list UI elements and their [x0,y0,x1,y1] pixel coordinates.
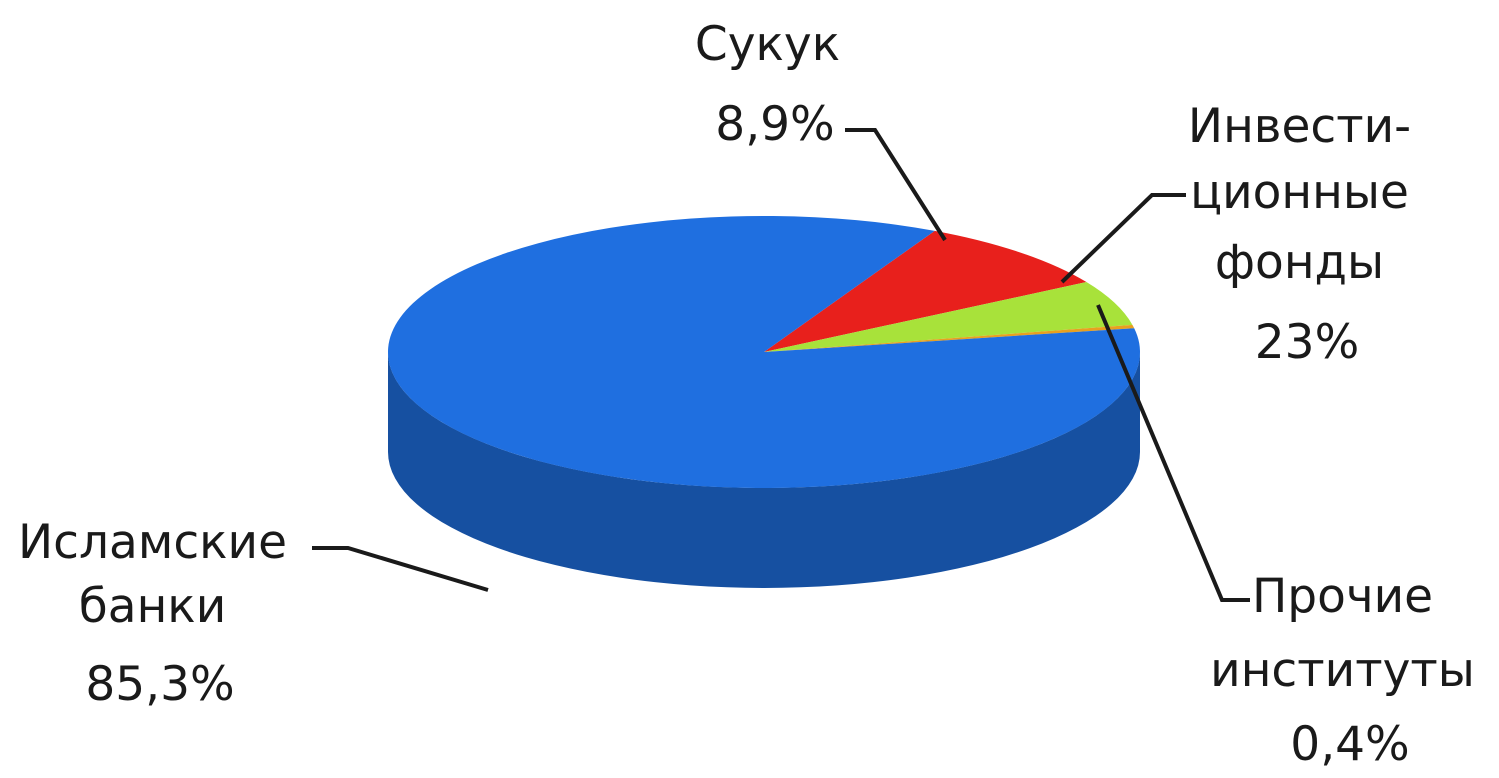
label-sukuk: Сукук 8,9% [695,17,855,152]
label-banks: Исламские банки 85,3% [18,515,302,712]
value-label-funds: 23% [1255,315,1359,370]
label-other-line-2: институты [1210,643,1475,698]
label-other: Прочие институты 0,4% [1210,569,1490,772]
label-funds-line-2: ционные [1190,165,1409,220]
label-funds-line-3: фонды [1215,235,1384,290]
label-funds-line-1: Инвести- [1188,99,1411,154]
pie-slice-sukuk [764,230,1087,352]
value-label-banks: 85,3% [85,657,234,712]
label-banks-line-1: Исламские [18,515,287,570]
leader-line-funds [1060,193,1186,284]
leader-line-sukuk [845,128,947,242]
label-funds: Инвести- ционные фонды 23% [1188,99,1426,370]
value-label-other: 0,4% [1290,717,1409,772]
pie-layer [387,216,1140,588]
label-banks-line-2: банки [79,579,226,634]
pie-slice-funds [764,282,1133,352]
leader-lines [312,128,1250,602]
pie-slice-other [764,324,1135,352]
leader-line-banks [312,546,489,592]
label-sukuk-line-1: Сукук [695,17,840,72]
pie-slice-banks [387,216,1140,489]
label-other-line-1: Прочие [1252,569,1433,624]
value-label-sukuk: 8,9% [715,97,834,152]
leader-line-other [1096,304,1250,602]
pie-side-banks [388,352,1140,588]
